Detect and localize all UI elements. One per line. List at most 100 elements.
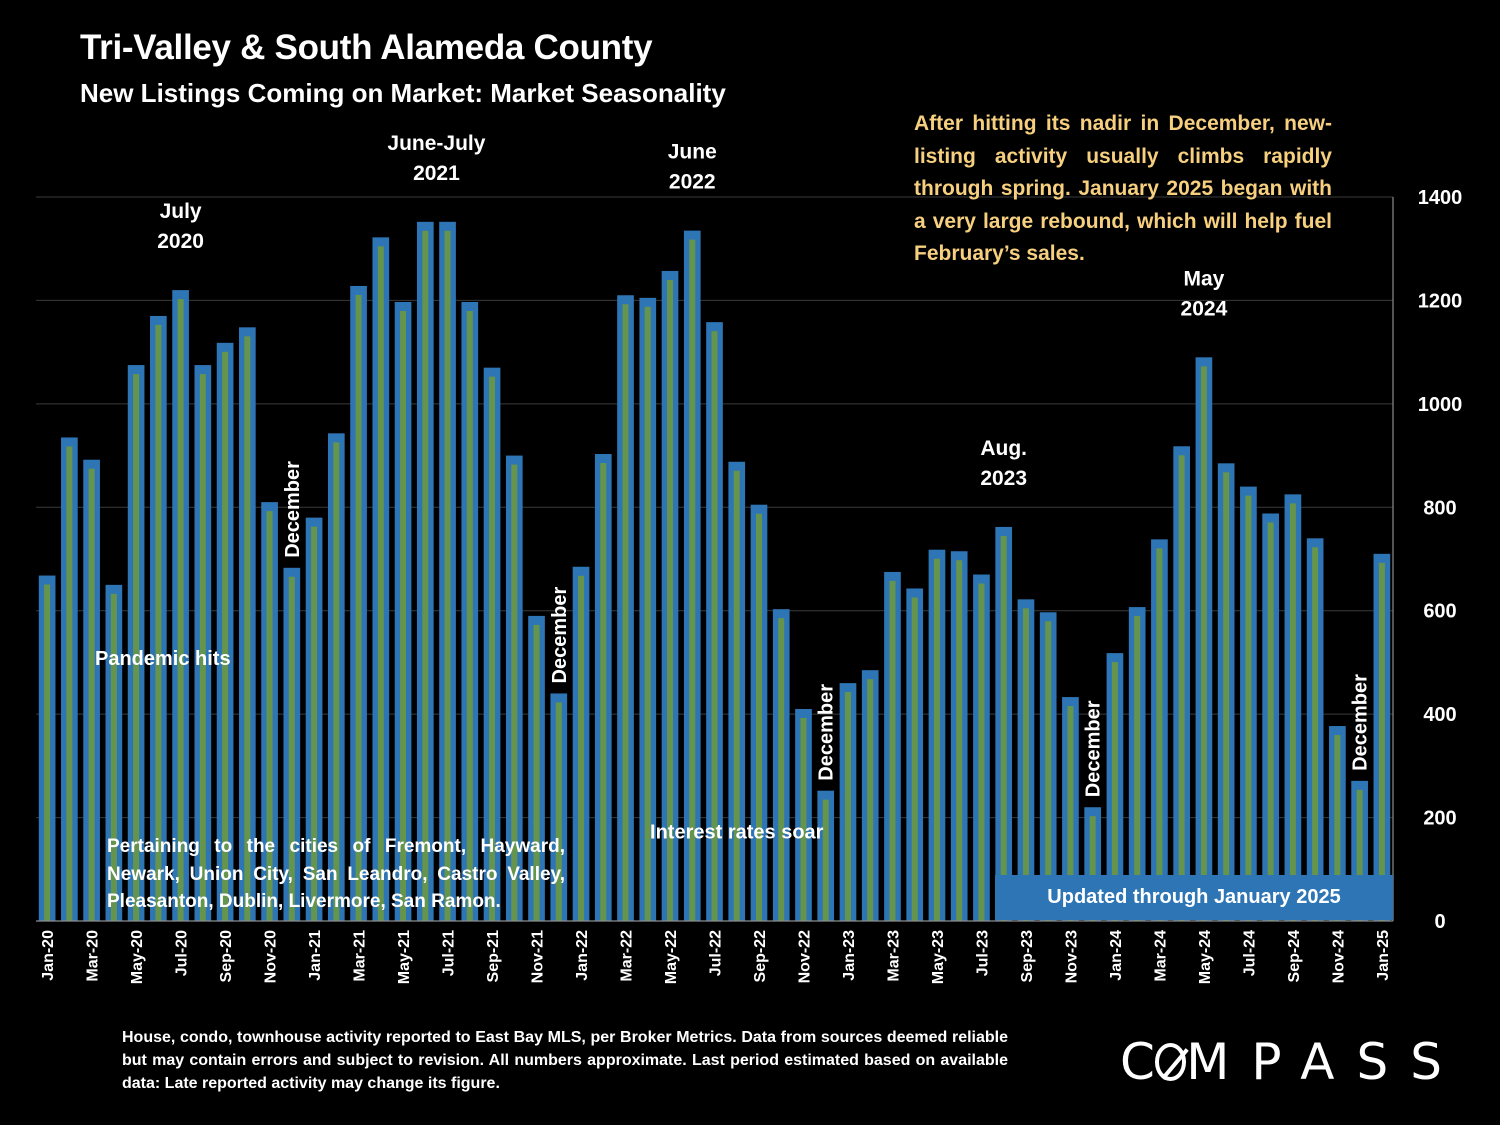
bar-inner: [644, 306, 651, 921]
chart-note: Interest rates soar: [650, 821, 824, 843]
bar: [572, 566, 590, 921]
bar-inner: [600, 463, 607, 921]
bar: [817, 790, 835, 921]
bar-inner: [244, 336, 251, 921]
x-tick-label: Jan-20: [40, 930, 57, 981]
bar-inner: [711, 331, 718, 921]
bar: [238, 327, 256, 921]
x-tick-label: Jan-25: [1375, 930, 1392, 981]
x-tick-label: Jul-24: [1241, 930, 1258, 976]
callout-text: After hitting its nadir in December, new…: [914, 112, 1332, 265]
bar-inner: [555, 702, 562, 921]
chart-subtitle: New Listings Coming on Market: Market Se…: [80, 78, 726, 108]
bar-inner: [1022, 608, 1029, 921]
bar-inner: [1178, 455, 1185, 921]
bar-inner: [511, 464, 518, 921]
bar-inner: [1289, 503, 1296, 921]
bar-inner: [355, 294, 362, 921]
bar: [327, 433, 345, 921]
bar-inner: [1111, 662, 1118, 921]
bar-inner: [489, 376, 496, 922]
bar: [1217, 463, 1235, 921]
peak-label: July: [160, 200, 202, 223]
y-tick-label: 1000: [1418, 394, 1463, 416]
bar-inner: [400, 310, 407, 922]
y-tick-label: 800: [1423, 497, 1456, 519]
bar: [105, 584, 123, 921]
x-tick-label: May-23: [930, 930, 947, 984]
footnote: House, condo, townhouse activity reporte…: [122, 1029, 1008, 1092]
bar: [617, 295, 634, 921]
bar: [639, 297, 657, 921]
bar-inner: [44, 584, 51, 921]
chart-note: Pandemic hits: [95, 648, 231, 670]
bar-inner: [689, 239, 696, 922]
x-tick-label: Mar-20: [85, 930, 102, 982]
y-tick-label: 1400: [1418, 187, 1463, 209]
bar-inner: [110, 593, 117, 921]
bar: [172, 290, 189, 922]
updated-badge: Updated through January 2025: [995, 875, 1393, 920]
december-label: December: [1083, 700, 1105, 797]
bar-inner: [1267, 522, 1274, 921]
peak-label: May: [1183, 267, 1224, 290]
bar: [1173, 446, 1191, 921]
bar-inner: [667, 279, 674, 921]
bar-inner: [1134, 616, 1141, 921]
compass-logo: C MPASS: [1120, 1032, 1442, 1092]
x-tick-label: Mar-22: [619, 930, 636, 982]
bar-inner: [466, 310, 473, 922]
x-tick-label: Jul-21: [441, 930, 458, 976]
bar-inner: [1223, 472, 1230, 921]
bar: [305, 517, 323, 921]
bar-inner: [155, 324, 162, 921]
x-axis: Jan-20 Mar-20 May-20 Jul-20 Sep-20 Nov-20 Jan-…: [40, 930, 1392, 984]
bar-inner: [1312, 547, 1319, 921]
bar-inner: [177, 299, 184, 922]
peak-label: June-July: [387, 132, 485, 155]
bar: [194, 365, 212, 922]
x-tick-label: Sep-24: [1286, 930, 1303, 983]
peak-label: 2020: [157, 230, 204, 253]
peak-label: Aug.: [980, 437, 1027, 460]
december-label: December: [282, 461, 304, 558]
bar-inner: [1378, 562, 1385, 921]
bar: [706, 322, 723, 921]
bar: [1284, 494, 1302, 921]
cities-note: Pertaining to the cities of Fremont, Hay…: [107, 836, 565, 912]
bar: [83, 459, 100, 921]
peak-label: 2023: [980, 467, 1027, 490]
x-tick-label: Sep-23: [1019, 930, 1036, 983]
bar-inner: [1089, 816, 1096, 921]
x-tick-label: Sep-20: [218, 930, 235, 983]
x-tick-label: May-20: [129, 930, 146, 984]
bar: [150, 315, 167, 921]
bar: [216, 342, 234, 921]
bar: [1039, 612, 1057, 921]
x-tick-label: May-24: [1197, 930, 1214, 984]
y-axis: 0 200 400 600 800 1000 1200 1400: [36, 187, 1462, 933]
bar-inner: [867, 679, 874, 921]
december-label: December: [549, 587, 571, 684]
bar-inner: [933, 558, 940, 921]
peak-label: 2021: [413, 162, 460, 185]
x-tick-label: Jan-24: [1108, 930, 1125, 981]
december-label: December: [1350, 674, 1372, 771]
bar: [550, 693, 568, 921]
x-tick-label: Jan-21: [307, 930, 324, 981]
bar-inner: [1245, 495, 1252, 921]
bar-inner: [1000, 535, 1007, 921]
x-tick-label: Jan-22: [574, 930, 591, 981]
x-tick-label: Nov-23: [1063, 930, 1080, 983]
bar-inner: [1356, 789, 1363, 921]
bar-inner: [622, 304, 629, 921]
bar: [973, 574, 990, 921]
bar-inner: [755, 513, 762, 921]
y-tick-label: 0: [1434, 911, 1445, 933]
bar-inner: [288, 576, 295, 921]
peak-label: 2022: [669, 171, 716, 194]
bar-inner: [889, 580, 896, 921]
bar: [1151, 539, 1168, 921]
bar-inner: [422, 230, 429, 921]
